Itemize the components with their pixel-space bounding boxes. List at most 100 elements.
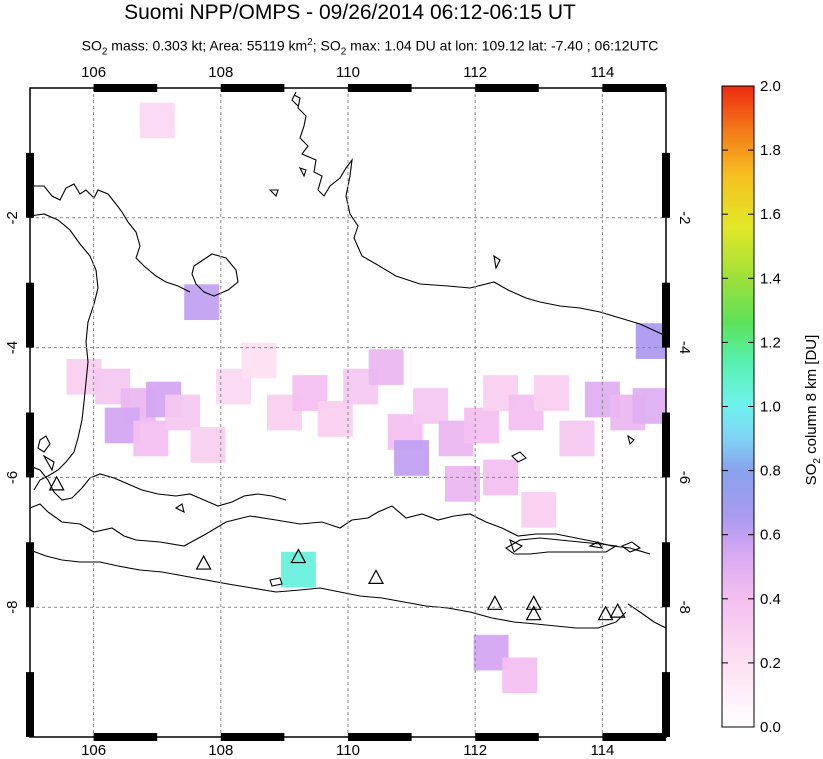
axis-tick-labels: 106 106 108 108 110 110 112 112 114 114 -2 -2 -4 -4 -6… (4, 64, 693, 759)
bali-coastline (627, 603, 666, 629)
subtitle-part: SO (81, 37, 102, 54)
colorbar-label-sub: 2 (812, 458, 823, 464)
small-island (627, 434, 635, 446)
frame-tick-top (348, 84, 412, 92)
subtitle-part: max: 1.04 DU at lon: 109.12 lat: -7.40 ;… (346, 37, 659, 54)
lat-label-left: -2 (4, 211, 21, 224)
lon-label-top: 112 (463, 64, 487, 81)
triangle-outline-icon (367, 569, 384, 584)
frame-tick-right (662, 152, 670, 218)
colorbar-label: SO2 column 8 km [DU] (803, 335, 823, 486)
so2-cell (190, 427, 226, 463)
colorbar-tick-label: 0.2 (760, 655, 781, 672)
so2-cell (165, 394, 201, 431)
small-island (269, 577, 283, 587)
colorbar-tick-label: 0.6 (760, 527, 781, 544)
colorbar-ticks: 0.0 0.2 0.4 0.6 0.8 1.0 1.2 1.4 1.6 1.8 2.0 (722, 78, 781, 736)
frame-tick-left (26, 542, 34, 608)
frame-tick-right (662, 412, 670, 478)
lat-label-left: -4 (4, 341, 21, 354)
small-island (588, 541, 604, 549)
frame-tick-left (26, 282, 34, 348)
so2-cell (521, 492, 557, 528)
triangle-outline-icon (290, 548, 307, 564)
frame-tick-left (26, 152, 34, 218)
colorbar-tick-label: 0.8 (760, 463, 781, 480)
lat-label-right: -6 (676, 471, 693, 484)
lat-label-left: -8 (4, 601, 21, 614)
small-island (37, 435, 51, 453)
colorbar-tick-label: 1.2 (760, 334, 781, 351)
triangle-outline-icon (195, 554, 212, 570)
colorbar-tick-label: 1.0 (760, 399, 781, 416)
sumatra-coastline (30, 183, 191, 293)
frame-tick-top (475, 84, 539, 92)
madura-island (505, 537, 618, 555)
sumatra-south-coast (30, 465, 287, 507)
borneo-coastline-north (291, 91, 299, 107)
colorbar-label-part: SO (803, 464, 820, 486)
colorbar-tick-label: 1.4 (760, 270, 781, 287)
lat-label-right: -4 (676, 341, 693, 354)
triangle-outline-icon (609, 602, 626, 618)
so2-cell (413, 388, 449, 424)
frame-tick-bottom (602, 733, 666, 741)
frame-tick-bars (26, 84, 670, 741)
colorbar-tick-label: 1.6 (760, 206, 781, 223)
so2-cell (241, 342, 277, 379)
triangle-outline-icon (597, 605, 614, 621)
so2-cell (317, 401, 353, 437)
small-island (493, 254, 501, 270)
subscript: 2 (340, 46, 347, 58)
superscript: 2 (307, 37, 313, 48)
plot-title: Suomi NPP/OMPS - 09/26/2014 06:12-06:15 … (124, 1, 576, 24)
so2-cell (139, 102, 175, 139)
so2-cell (559, 420, 595, 457)
subscript: 2 (101, 46, 108, 58)
small-island (174, 503, 185, 514)
colorbar-tick-label: 0.0 (760, 719, 781, 736)
graticule (30, 88, 666, 737)
small-island (268, 189, 279, 198)
small-island (42, 454, 55, 472)
colorbar-tick-label: 1.8 (760, 142, 781, 159)
lat-label-right: -2 (676, 211, 693, 224)
lon-label-top: 110 (336, 64, 360, 81)
so2-cell (280, 551, 316, 588)
bangka-island (191, 253, 239, 297)
frame-tick-bottom (93, 733, 158, 741)
triangle-outline-icon (525, 605, 542, 621)
lat-label-right: -8 (676, 601, 693, 614)
java-north-coast (47, 505, 651, 555)
sumatra-coastline-2 (30, 213, 99, 491)
so2-cells-layer (66, 102, 666, 694)
lon-label-bottom: 106 (81, 742, 106, 759)
so2-cell (444, 466, 480, 502)
lon-label-bottom: 108 (208, 742, 233, 759)
lon-label-top: 114 (590, 64, 614, 81)
frame-tick-left (26, 412, 34, 478)
small-island (511, 451, 527, 463)
frame-tick-right (662, 282, 670, 348)
so2-cell (534, 375, 570, 411)
subtitle-part: ; SO (312, 37, 341, 54)
frame-tick-left (26, 672, 34, 737)
triangle-outline-icon (48, 475, 65, 491)
so2-cell (368, 349, 404, 385)
lon-label-bottom: 112 (463, 742, 487, 759)
lon-label-top: 108 (208, 64, 233, 81)
colorbar-label-part: column 8 km [DU] (803, 335, 820, 458)
madura-outline (509, 538, 524, 553)
volcano-markers (48, 475, 626, 621)
frame-tick-top (93, 84, 158, 92)
lat-label-left: -6 (4, 471, 21, 484)
so2-cell (133, 420, 169, 457)
coastline-layer (30, 91, 666, 629)
frame-tick-right (662, 542, 670, 608)
java-south-coast (30, 549, 627, 629)
so2-cell (502, 657, 538, 694)
colorbar-tick-label: 0.4 (760, 591, 781, 608)
frame-tick-bottom (475, 733, 539, 741)
colorbar-tick-label: 2.0 (760, 78, 781, 95)
